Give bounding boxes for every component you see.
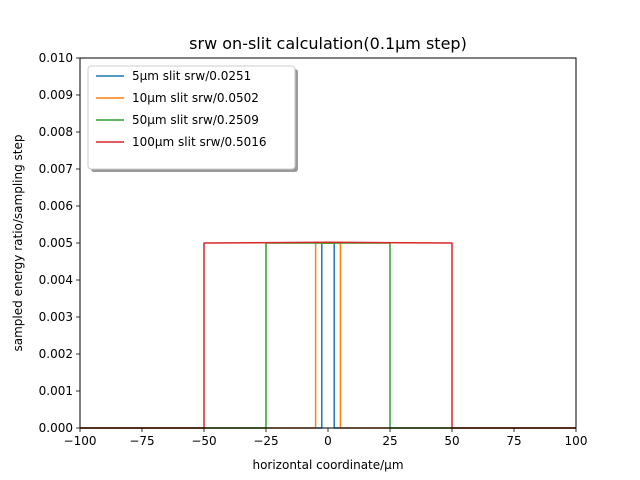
- plot-frame: [79, 57, 577, 429]
- y-tick-label: 0.008: [39, 125, 73, 139]
- tick-layer: −100 −75 −50 −25 0 25 50 75 100 0.000 0.001 0.002 0.…: [39, 51, 588, 448]
- y-axis-label: sampled energy ratio/sampling step: [11, 135, 25, 352]
- legend-box: [87, 65, 296, 170]
- legend-label-3: 50μm slit srw/0.2509: [132, 113, 259, 127]
- x-tick-label: 75: [506, 434, 521, 448]
- legend-label-2: 10μm slit srw/0.0502: [132, 91, 259, 105]
- legend-items: 5μm slit srw/0.0251 10μm slit srw/0.0502 5…: [96, 69, 267, 149]
- y-tick-label: 0.005: [39, 236, 73, 250]
- y-tick-label: 0.004: [39, 273, 73, 287]
- x-tick-label: 0: [324, 434, 332, 448]
- legend: 5μm slit srw/0.0251 10μm slit srw/0.0502 5…: [87, 65, 298, 172]
- chart-title: srw on-slit calculation(0.1μm step): [189, 34, 467, 53]
- legend-label-4: 100μm slit srw/0.5016: [132, 135, 267, 149]
- y-tick-label: 0.000: [39, 421, 73, 435]
- x-axis-label: horizontal coordinate/μm: [252, 458, 403, 472]
- x-tick-label: 100: [565, 434, 588, 448]
- x-tick-label: −75: [129, 434, 154, 448]
- y-tick-label: 0.002: [39, 347, 73, 361]
- y-tick-label: 0.006: [39, 199, 73, 213]
- x-tick-label: 25: [382, 434, 397, 448]
- x-tick-label: 50: [444, 434, 459, 448]
- y-tick-label: 0.003: [39, 310, 73, 324]
- legend-label-1: 5μm slit srw/0.0251: [132, 69, 251, 83]
- y-tick-label: 0.001: [39, 384, 73, 398]
- x-tick-label: −50: [191, 434, 216, 448]
- x-tick-label: −25: [253, 434, 278, 448]
- y-tick-label: 0.007: [39, 162, 73, 176]
- x-tick-label: −100: [64, 434, 97, 448]
- y-tick-label: 0.010: [39, 51, 73, 65]
- y-tick-label: 0.009: [39, 88, 73, 102]
